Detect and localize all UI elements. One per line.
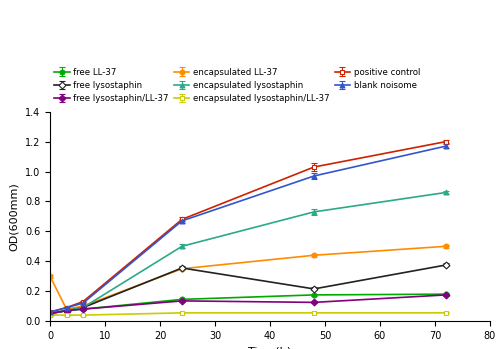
X-axis label: Time(h): Time(h) xyxy=(248,346,292,349)
Legend: free LL-37, free lysostaphin, free lysostaphin/LL-37, encapsulated LL-37, encaps: free LL-37, free lysostaphin, free lysos… xyxy=(54,68,420,103)
Y-axis label: OD(600mm): OD(600mm) xyxy=(10,182,20,251)
